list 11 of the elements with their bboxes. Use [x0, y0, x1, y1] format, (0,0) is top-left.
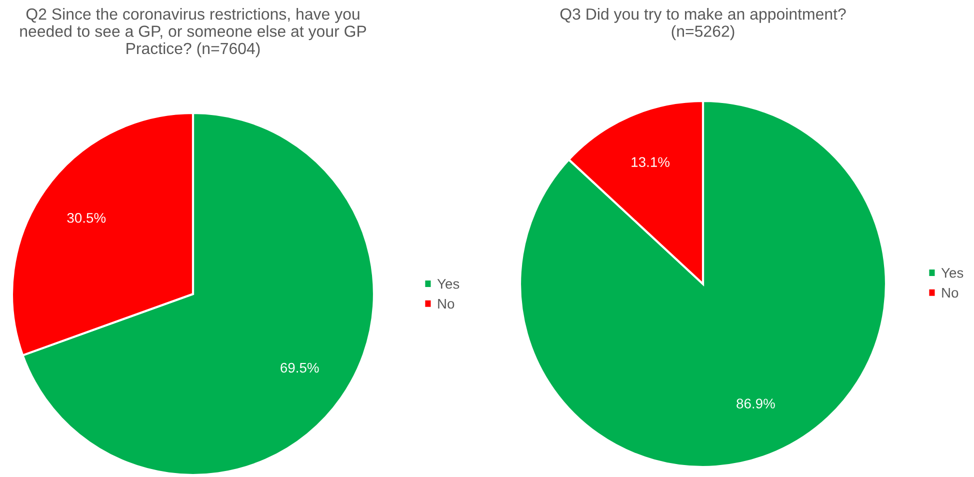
- pie-slice: [518, 100, 888, 468]
- legend-label: Yes: [941, 268, 964, 278]
- data-label: 69.5%: [280, 362, 319, 373]
- data-label: 86.9%: [736, 398, 775, 408]
- chart-title: Q3 Did you try to make an appointment? (n=5262): [560, 8, 846, 40]
- legend-label: Yes: [437, 279, 460, 289]
- legend-label: No: [438, 298, 454, 309]
- data-label: 13.1%: [632, 157, 670, 167]
- chart-title: Q2 Since the coronavirus restrictions, have you needed to see a GP, or someone else at your GP Practice? (n=7604): [20, 8, 366, 58]
- data-label: 30.5%: [67, 212, 106, 223]
- legend-label: No: [942, 288, 958, 298]
